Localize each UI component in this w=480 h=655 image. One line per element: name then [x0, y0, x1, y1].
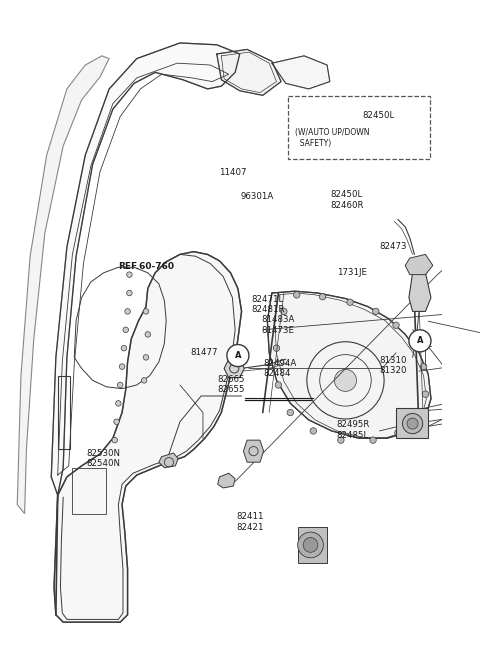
- Circle shape: [281, 309, 287, 314]
- Circle shape: [273, 345, 280, 351]
- Circle shape: [127, 290, 132, 296]
- Circle shape: [142, 377, 147, 383]
- Polygon shape: [298, 527, 327, 563]
- Circle shape: [409, 330, 431, 352]
- Circle shape: [372, 309, 379, 314]
- Polygon shape: [17, 56, 109, 514]
- Circle shape: [395, 430, 401, 436]
- Circle shape: [347, 299, 353, 305]
- Circle shape: [298, 532, 324, 558]
- Circle shape: [413, 414, 420, 421]
- Text: 96301A: 96301A: [240, 192, 274, 200]
- Text: 82495R
82485L: 82495R 82485L: [336, 420, 370, 440]
- Polygon shape: [54, 252, 241, 622]
- Polygon shape: [159, 453, 178, 468]
- Text: A: A: [417, 336, 423, 345]
- Text: 82471L
82481R: 82471L 82481R: [252, 295, 285, 314]
- Text: 81483A
81473E: 81483A 81473E: [261, 316, 294, 335]
- Circle shape: [407, 418, 418, 429]
- Text: 82411
82421: 82411 82421: [237, 512, 264, 532]
- Circle shape: [370, 437, 376, 443]
- Circle shape: [116, 401, 121, 406]
- Circle shape: [121, 345, 127, 351]
- Circle shape: [294, 291, 300, 298]
- Circle shape: [275, 382, 282, 388]
- Bar: [288, 96, 430, 159]
- Circle shape: [123, 327, 129, 333]
- Polygon shape: [272, 56, 330, 89]
- Circle shape: [319, 293, 326, 300]
- Polygon shape: [267, 291, 431, 438]
- Circle shape: [393, 322, 399, 328]
- Circle shape: [310, 428, 316, 434]
- Polygon shape: [224, 359, 244, 377]
- Text: 82530N
82540N: 82530N 82540N: [87, 449, 121, 468]
- Polygon shape: [243, 440, 264, 462]
- Circle shape: [112, 438, 118, 443]
- Text: 1731JE: 1731JE: [337, 268, 367, 276]
- Circle shape: [143, 354, 149, 360]
- Polygon shape: [217, 473, 235, 488]
- Text: 81477: 81477: [191, 348, 218, 357]
- Circle shape: [420, 364, 427, 370]
- Circle shape: [337, 437, 344, 443]
- Circle shape: [422, 391, 429, 398]
- Polygon shape: [409, 272, 431, 311]
- Text: 82473: 82473: [379, 242, 407, 251]
- Polygon shape: [405, 254, 433, 274]
- Circle shape: [143, 309, 149, 314]
- Circle shape: [145, 331, 151, 337]
- Circle shape: [335, 369, 357, 392]
- Polygon shape: [217, 49, 281, 96]
- Polygon shape: [396, 408, 428, 438]
- Text: REF.60-760: REF.60-760: [118, 261, 174, 271]
- Text: 82665
82655: 82665 82655: [217, 375, 244, 394]
- Text: 81310
81320: 81310 81320: [379, 356, 407, 375]
- Circle shape: [127, 272, 132, 278]
- Circle shape: [114, 419, 120, 424]
- Text: 82450L
82460R: 82450L 82460R: [331, 190, 364, 210]
- Circle shape: [409, 341, 416, 346]
- Text: 82450L: 82450L: [362, 111, 395, 120]
- Circle shape: [402, 413, 423, 434]
- Circle shape: [303, 538, 318, 552]
- Text: 11407: 11407: [219, 168, 247, 178]
- Circle shape: [125, 309, 131, 314]
- Text: (W/AUTO UP/DOWN
  SAFETY): (W/AUTO UP/DOWN SAFETY): [295, 128, 370, 147]
- Text: 82494A
82484: 82494A 82484: [264, 359, 297, 378]
- Circle shape: [287, 409, 294, 416]
- Circle shape: [227, 345, 249, 367]
- Polygon shape: [51, 43, 240, 495]
- Circle shape: [118, 383, 123, 388]
- Circle shape: [120, 364, 125, 369]
- Text: A: A: [235, 351, 241, 360]
